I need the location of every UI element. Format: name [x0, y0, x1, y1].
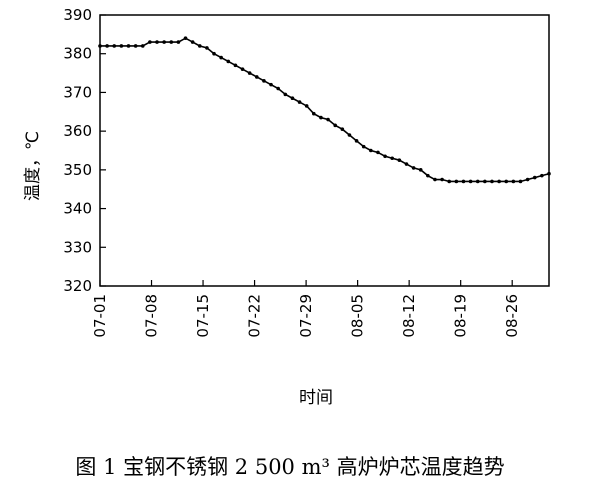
data-point	[190, 40, 195, 44]
figure-caption: 图 1 宝钢不锈钢 2 500 m³ 高炉炉芯温度趋势	[75, 455, 504, 479]
data-point	[162, 40, 166, 44]
y-tick-label: 390	[63, 6, 92, 24]
data-point	[404, 162, 409, 166]
data-point	[540, 173, 544, 178]
data-point	[426, 173, 430, 178]
data-point	[518, 179, 523, 184]
data-point	[354, 139, 359, 143]
data-point	[197, 44, 202, 48]
data-point	[326, 117, 330, 122]
data-point	[269, 82, 273, 87]
data-point	[240, 67, 245, 71]
series-line-group	[98, 36, 551, 184]
data-point	[547, 171, 551, 176]
data-point	[140, 44, 145, 48]
data-point	[397, 158, 402, 162]
y-tick-label: 380	[63, 45, 92, 63]
data-point	[369, 148, 373, 153]
data-point	[319, 115, 323, 120]
data-point	[454, 179, 459, 184]
data-point	[297, 100, 302, 104]
y-axis-ticks: 320 330 340 350 360 370 380 390	[63, 6, 106, 295]
plot-frame	[99, 14, 550, 287]
y-tick-label: 340	[63, 200, 92, 218]
data-point	[497, 179, 501, 184]
data-point	[126, 44, 131, 48]
data-point	[98, 44, 102, 48]
data-point	[440, 177, 444, 182]
data-point	[169, 40, 174, 44]
data-point	[361, 144, 366, 149]
data-point	[525, 177, 530, 182]
data-point	[283, 92, 288, 97]
data-point	[304, 104, 309, 108]
x-tick-label: 08-05	[349, 294, 367, 338]
data-point	[340, 127, 345, 132]
data-point	[112, 44, 117, 48]
data-point	[383, 154, 387, 159]
x-tick-label: 08-19	[452, 294, 470, 338]
data-point	[155, 40, 159, 44]
data-point	[376, 150, 380, 155]
data-point	[418, 168, 423, 172]
x-tick-label: 07-15	[194, 294, 212, 338]
data-point	[176, 40, 181, 44]
data-point	[511, 179, 516, 184]
data-point	[333, 123, 337, 128]
data-point	[390, 156, 395, 161]
data-point	[468, 179, 473, 184]
y-axis-label: 温度，℃	[23, 131, 43, 201]
data-point	[205, 46, 209, 50]
y-tick-label: 330	[63, 238, 92, 256]
data-point	[233, 63, 238, 68]
data-point	[411, 166, 416, 170]
data-point	[490, 179, 494, 184]
x-tick-label: 07-22	[246, 294, 264, 338]
y-tick-label: 320	[63, 277, 92, 295]
data-point	[105, 44, 109, 48]
x-tick-label: 07-01	[91, 294, 109, 338]
data-point	[461, 179, 466, 184]
data-point	[504, 179, 509, 184]
data-point	[276, 86, 280, 91]
data-point	[433, 177, 437, 182]
data-point	[532, 175, 537, 180]
data-point	[262, 79, 266, 83]
data-point	[475, 179, 480, 184]
data-point	[290, 96, 295, 101]
y-tick-label: 370	[63, 83, 92, 101]
x-tick-label: 08-12	[400, 294, 418, 338]
data-point	[347, 133, 352, 137]
data-point	[119, 44, 124, 48]
data-point	[226, 59, 231, 64]
data-point	[247, 71, 252, 75]
data-point	[148, 40, 152, 44]
data-point	[219, 55, 223, 60]
series-line	[100, 37, 550, 183]
data-point	[312, 111, 316, 116]
y-tick-label: 360	[63, 122, 92, 140]
data-point	[133, 44, 138, 48]
x-tick-label: 07-08	[143, 294, 161, 338]
x-tick-label: 08-26	[503, 294, 521, 338]
x-axis-label: 时间	[299, 388, 333, 408]
data-point	[254, 75, 259, 79]
chart-axes	[99, 14, 550, 287]
y-tick-label: 350	[63, 161, 92, 179]
x-axis-ticks: 07-01 07-08 07-15 07-22 07-29 08-05 08-12 08-19…	[91, 280, 521, 338]
data-point	[447, 179, 452, 184]
data-point	[183, 36, 188, 41]
data-point	[212, 51, 216, 56]
x-tick-label: 07-29	[297, 294, 315, 338]
data-point	[483, 179, 487, 184]
